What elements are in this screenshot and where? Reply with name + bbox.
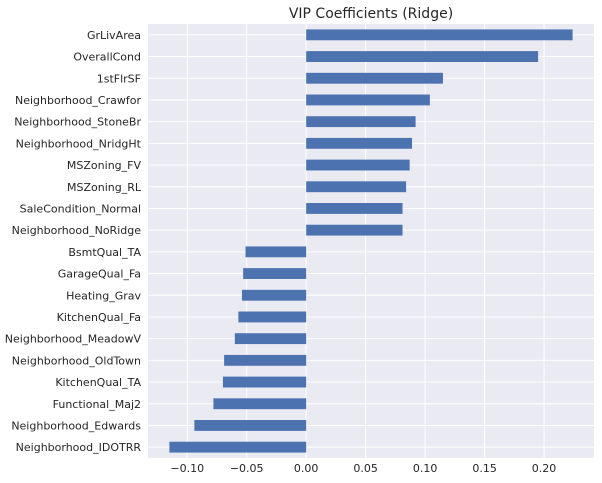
bar — [234, 333, 307, 345]
bar — [306, 203, 403, 214]
bar — [306, 29, 573, 41]
bar — [243, 268, 307, 279]
bar — [245, 246, 307, 258]
chart-title: VIP Coefficients (Ridge) — [289, 6, 453, 22]
y-tick-label: GarageQual_Fa — [58, 268, 141, 281]
x-tick-label: 0.20 — [532, 462, 557, 475]
bar — [194, 420, 307, 431]
bar — [306, 116, 416, 128]
y-tick-label: Neighborhood_Edwards — [11, 419, 141, 432]
x-tick-label: 0.10 — [413, 462, 438, 475]
bar — [306, 224, 403, 236]
y-tick-label: Neighborhood_Crawfor — [15, 94, 142, 107]
y-tick-label: OverallCond — [73, 51, 141, 64]
y-tick-label: KitchenQual_Fa — [57, 311, 141, 324]
y-tick-label: Neighborhood_StoneBr — [14, 116, 141, 129]
bar — [306, 137, 413, 149]
bar — [306, 72, 443, 84]
bar — [306, 159, 410, 171]
bar — [213, 398, 307, 410]
plot-background — [148, 24, 594, 458]
bar — [169, 441, 307, 453]
y-tick-label: Neighborhood_NoRidge — [12, 224, 142, 237]
y-tick-label: 1stFlrSF — [97, 72, 141, 85]
y-tick-label: Functional_Maj2 — [53, 398, 141, 411]
bar — [224, 354, 307, 366]
x-tick-label: 0.15 — [472, 462, 497, 475]
x-tick-label: −0.10 — [170, 462, 204, 475]
bar — [306, 51, 539, 62]
y-tick-label: KitchenQual_TA — [55, 376, 141, 389]
x-tick-label: 0.05 — [353, 462, 378, 475]
y-tick-label: Neighborhood_MeadowV — [5, 333, 142, 346]
y-tick-label: Neighborhood_OldTown — [12, 354, 141, 367]
y-tick-label: Heating_Grav — [66, 289, 141, 302]
x-tick-label: −0.05 — [230, 462, 264, 475]
y-tick-label: SaleCondition_Normal — [20, 202, 141, 215]
bar — [306, 94, 430, 106]
bar — [222, 376, 307, 388]
bar — [241, 289, 307, 301]
y-tick-label: GrLivArea — [87, 29, 141, 42]
y-tick-label: MSZoning_FV — [67, 159, 142, 172]
y-tick-label: BsmtQual_TA — [68, 246, 141, 259]
y-tick-label: Neighborhood_NridgHt — [16, 137, 142, 150]
x-tick-label: 0.00 — [294, 462, 319, 475]
bar — [306, 181, 407, 193]
y-tick-label: MSZoning_RL — [67, 181, 142, 194]
bar — [238, 311, 307, 323]
y-tick-label: Neighborhood_IDOTRR — [16, 441, 142, 454]
